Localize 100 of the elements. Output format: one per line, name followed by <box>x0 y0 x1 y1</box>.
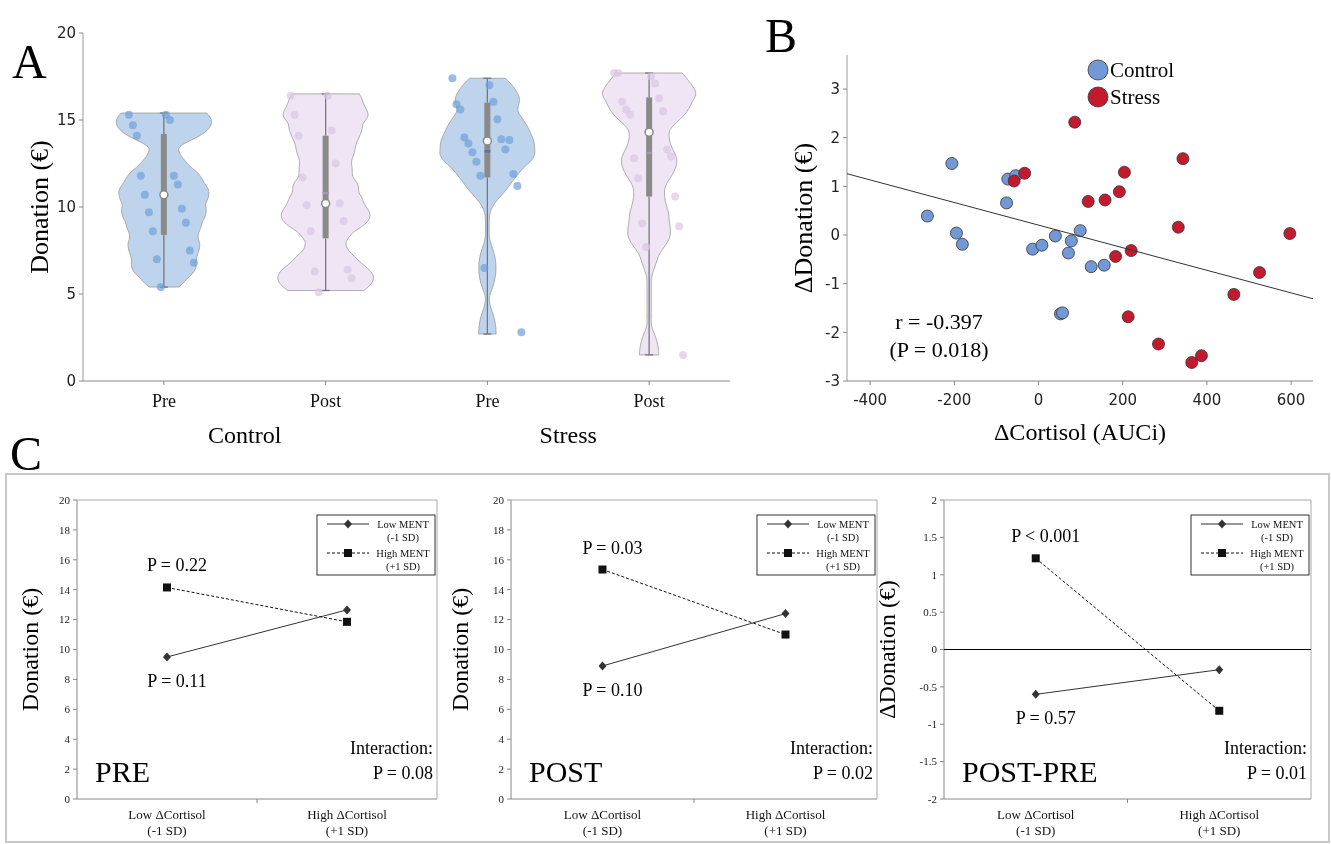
point <box>1081 195 1095 208</box>
x-tick-label: -400 <box>853 391 888 409</box>
point <box>1283 227 1297 240</box>
point <box>163 652 171 662</box>
y-tick-label: 0 <box>498 792 505 805</box>
y-tick-label: 16 <box>493 553 505 566</box>
point <box>1176 152 1190 166</box>
annotation: P = 0.10 <box>582 679 643 700</box>
x-tick-label: Pre <box>151 391 176 411</box>
point <box>163 583 171 592</box>
point <box>1097 258 1111 272</box>
y-tick-label: 2 <box>830 128 840 147</box>
point <box>1253 266 1266 279</box>
x-tick-label: Low ΔCortisol (-1 SD) <box>997 807 1075 838</box>
y-tick-label: 10 <box>493 643 505 656</box>
point <box>950 226 963 240</box>
point <box>1064 234 1078 248</box>
annotation: Interaction: <box>1224 738 1307 758</box>
legend-label: Control <box>1110 58 1175 83</box>
y-tick-label: 4 <box>498 733 505 746</box>
legend-label: Low MENT (-1 SD) <box>817 518 870 544</box>
point <box>1121 310 1135 324</box>
legend-label: High MENT (+1 SD) <box>816 547 871 573</box>
y-tick-label: 18 <box>493 523 505 536</box>
point <box>1152 337 1165 351</box>
x-tick-label: Low ΔCortisol (-1 SD) <box>128 807 207 838</box>
y-tick-label: -3 <box>825 372 840 391</box>
point <box>1007 174 1021 188</box>
y-tick-label: 3 <box>830 80 840 99</box>
point <box>921 209 934 223</box>
y-tick-label: 0 <box>931 643 938 656</box>
y-axis-title: Donation (€) <box>447 587 473 712</box>
y-tick-label: -1.5 <box>919 755 938 768</box>
chart-title: A <box>12 35 47 88</box>
y-axis-title: ΔDonation (€) <box>874 580 900 719</box>
annotation: Interaction: <box>350 738 433 758</box>
point <box>1000 196 1013 210</box>
point <box>1112 185 1126 199</box>
y-tick-label: 14 <box>59 583 71 596</box>
annotation: P = 0.03 <box>582 537 643 558</box>
y-tick-label: 10 <box>59 643 71 656</box>
y-tick-label: 2 <box>498 762 504 775</box>
y-tick-label: 1 <box>931 568 937 581</box>
y-tick-label: 20 <box>59 493 71 506</box>
point <box>781 609 790 619</box>
annotation: P = 0.22 <box>147 555 207 576</box>
annotation: P = 0.08 <box>373 763 433 783</box>
y-tick-label: 1 <box>830 177 840 196</box>
x-tick-label: Post <box>310 391 342 411</box>
annotation: P = 0.57 <box>1015 708 1076 729</box>
annotation: Interaction: <box>790 738 873 758</box>
y-tick-label: 14 <box>493 583 505 596</box>
y-tick-label: 0.5 <box>923 605 938 618</box>
annotation: P = 0.01 <box>1247 763 1307 783</box>
chart-title: C <box>10 427 43 480</box>
annotation: P < 0.001 <box>1011 526 1081 547</box>
x-tick-label: 600 <box>1276 391 1306 409</box>
y-tick-label: 15 <box>56 111 76 130</box>
chart-title: B <box>765 9 798 62</box>
x-tick-label: High ΔCortisol (+1 SD) <box>1179 807 1260 838</box>
y-tick-label: 8 <box>498 673 505 686</box>
y-tick-label: 20 <box>56 24 76 43</box>
y-tick-label: 18 <box>59 523 71 536</box>
y-tick-label: 5 <box>66 285 76 304</box>
x-tick-label: Post <box>633 391 665 411</box>
x-tick-label: -200 <box>937 391 972 409</box>
point <box>343 605 351 615</box>
legend-label: Stress <box>1110 85 1161 110</box>
y-tick-label: -2 <box>927 792 937 805</box>
y-tick-label: 12 <box>59 613 70 626</box>
point <box>598 661 607 671</box>
y-tick-label: 4 <box>64 733 71 746</box>
x-tick-label: Low ΔCortisol (-1 SD) <box>563 807 642 838</box>
point <box>1073 224 1087 238</box>
y-tick-label: -1 <box>927 718 937 731</box>
legend-label: High MENT (+1 SD) <box>376 547 431 573</box>
point <box>1118 165 1131 179</box>
y-axis-title: Donation (€) <box>17 587 43 712</box>
y-tick-label: -2 <box>825 323 840 342</box>
point <box>1098 193 1112 207</box>
annotation: POST <box>529 755 603 788</box>
y-tick-label: 2 <box>931 493 937 506</box>
y-tick-label: 1.5 <box>923 531 938 544</box>
y-tick-label: 2 <box>64 762 70 775</box>
legend-label: Low MENT (-1 SD) <box>1251 518 1304 544</box>
annotation: (P = 0.018) <box>889 337 989 362</box>
point <box>781 630 790 639</box>
annotation: POST-PRE <box>962 755 1098 788</box>
y-tick-label: 20 <box>493 493 505 506</box>
y-axis-title: ΔDonation (€) <box>789 142 818 294</box>
y-tick-label: 0 <box>64 792 71 805</box>
text: Control <box>208 422 282 448</box>
y-tick-label: 0 <box>830 226 840 245</box>
y-tick-label: 16 <box>59 553 71 566</box>
annotation: r = -0.397 <box>895 309 983 334</box>
y-tick-label: -0.5 <box>919 680 938 693</box>
point <box>1171 220 1185 234</box>
x-tick-label: 0 <box>1033 391 1044 409</box>
point <box>343 617 351 626</box>
point <box>1062 246 1075 260</box>
